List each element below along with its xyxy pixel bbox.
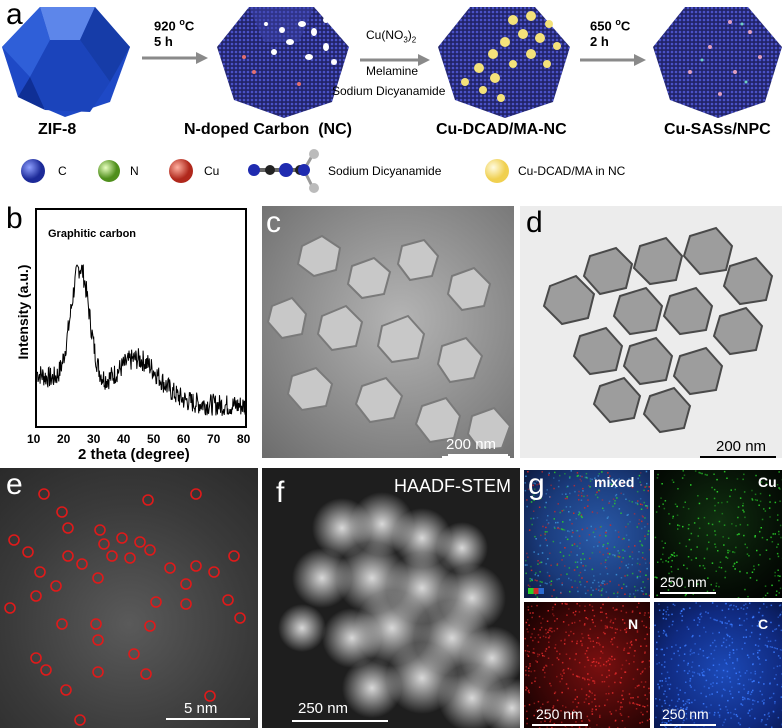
haadf-scale-bar (292, 720, 388, 722)
panel-f-haadf-image: f HAADF-STEM 250 nm (262, 468, 520, 728)
step2-cu-nitrate: Cu(NO (366, 28, 404, 42)
step2-sub3: 3 (403, 35, 408, 45)
step3-degree: o (615, 17, 621, 27)
xrd-ylabel: Intensity (a.u.) (15, 264, 31, 360)
step1-conditions: 920 oC 5 h (154, 14, 194, 50)
eds-label-n: N (628, 616, 639, 632)
step2-reagent-cu: Cu(NO3)2 (366, 28, 416, 44)
eds-n-scale-bar (532, 724, 588, 726)
stage-label-nc: N-doped Carbon (NC) (184, 121, 352, 138)
legend-label-cu: Cu (204, 164, 220, 178)
xrd-pattern-curve (37, 264, 245, 416)
eds-speckle (654, 470, 782, 598)
single-atom-markers (4, 488, 250, 726)
eds-map-n: N 250 nm (524, 602, 650, 728)
sem-scale-bar (442, 456, 510, 458)
legend-label-cu-dcad-ma: Cu-DCAD/MA in NC (518, 164, 626, 178)
legend-label-sodium-dicyanamide: Sodium Dicyanamide (328, 164, 442, 178)
eds-speckle (524, 602, 650, 728)
panel-c-sem-image: c 200 nm (262, 206, 514, 458)
eds-label-c: C (758, 616, 769, 632)
tem-particles (542, 226, 774, 434)
eds-speckle (654, 602, 782, 728)
step3-conditions: 650 oC 2 h (590, 14, 630, 50)
xtick-50: 50 (147, 432, 161, 446)
arrow-1-icon (142, 52, 208, 64)
nitrogen-atom-icon (98, 160, 120, 182)
xtick-30: 30 (87, 432, 101, 446)
step3-temp: 650 (590, 18, 616, 34)
eds-map-mixed: g mixed (524, 470, 650, 598)
xtick-40: 40 (117, 432, 131, 446)
xtick-10: 10 (27, 432, 41, 446)
step3-time: 2 h (590, 34, 609, 50)
step2-paren: ) (407, 28, 412, 42)
carbon-atom-icon (21, 159, 45, 183)
panel-letter-f: f (276, 476, 285, 509)
step1-unit: C (184, 18, 195, 34)
xtick-80: 80 (237, 432, 251, 446)
xtick-70: 70 (207, 432, 221, 446)
eds-map-c: C 250 nm (654, 602, 782, 728)
eds-speckle (524, 470, 650, 598)
xtick-20: 20 (57, 432, 71, 446)
eds-c-scale-text: 250 nm (662, 706, 709, 722)
xrd-xlabel: 2 theta (degree) (78, 446, 190, 463)
stage-label-cu-dcad: Cu-DCAD/MA-NC (436, 121, 567, 138)
sem-particles (266, 234, 512, 456)
step3-unit: C (620, 18, 631, 34)
sem-scale-text: 200 nm (446, 436, 497, 453)
tem-scale-text: 200 nm (716, 438, 767, 455)
cu-dcad-ma-icon (485, 159, 509, 183)
panel-letter-c: c (266, 206, 281, 239)
eds-color-key-icon (528, 588, 544, 594)
eds-label-mixed: mixed (594, 474, 635, 490)
eds-map-cu: Cu 250 nm (654, 470, 782, 598)
eds-label-cu: Cu (758, 474, 777, 490)
panel-e-atomic-image: e 5 nm (0, 468, 258, 728)
step1-temp: 920 (154, 18, 180, 34)
step1-degree: o (179, 17, 185, 27)
panel-d-tem-image: d 200 nm (520, 206, 782, 458)
eds-cu-scale-text: 250 nm (660, 574, 707, 590)
xrd-annotation-graphitic-carbon: Graphitic carbon (48, 228, 137, 240)
zif8-polyhedron-icon (2, 7, 130, 117)
step2-melamine: Melamine (366, 64, 419, 78)
step2-sodium-dicyanamide: Sodium Dicyanamide (332, 84, 446, 98)
xrd-xticks: 10 20 30 40 50 60 70 80 (27, 432, 259, 446)
stage-label-cu-sass: Cu-SASs/NPC (664, 121, 771, 138)
nc-polyhedron-icon (217, 7, 349, 118)
eds-c-scale-bar (660, 724, 716, 726)
panel-letter-a: a (6, 0, 23, 31)
sodium-dicyanamide-molecule-icon (248, 149, 319, 193)
tem-scale-bar (700, 456, 776, 458)
step1-time: 5 h (154, 34, 173, 50)
cu-sass-npc-polyhedron-icon (653, 7, 782, 118)
stage-label-zif8: ZIF-8 (38, 121, 77, 138)
panel-letter-b: b (6, 202, 23, 235)
legend-label-c: C (58, 164, 67, 178)
legend-label-n: N (130, 164, 139, 178)
cu-dcad-ma-nc-polyhedron-icon (438, 7, 570, 118)
eds-cu-scale-bar (660, 592, 716, 594)
xtick-60: 60 (177, 432, 191, 446)
arrow-2-icon (360, 54, 430, 66)
panel-letter-e: e (6, 468, 23, 501)
haadf-scale-text: 250 nm (298, 700, 349, 717)
xrd-plot-frame (35, 208, 247, 428)
atomic-scale-text: 5 nm (184, 700, 218, 717)
panel-letter-g: g (528, 470, 545, 501)
copper-atom-icon (169, 159, 193, 183)
arrow-3-icon (580, 54, 646, 66)
haadf-particles (278, 492, 520, 728)
panel-letter-d: d (526, 206, 543, 239)
step2-sub2: 2 (411, 35, 417, 45)
haadf-title: HAADF-STEM (394, 476, 511, 496)
eds-n-scale-text: 250 nm (536, 706, 583, 722)
